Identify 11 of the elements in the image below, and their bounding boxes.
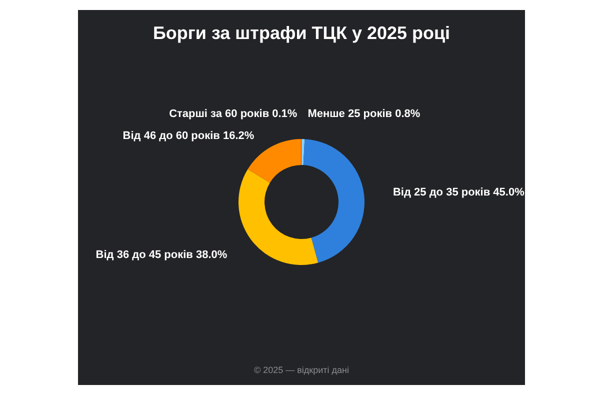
donut-slice [303,139,364,263]
donut-slice [302,139,305,166]
slice-label: Старші за 60 років 0.1% [169,108,298,120]
donut-slice [238,169,318,265]
slice-label: Менше 25 років 0.8% [308,108,420,120]
slice-label: Від 25 до 35 років 45.0% [392,186,525,198]
chart-title: Борги за штрафи ТЦК у 2025 році [152,23,450,43]
donut-slice [248,139,302,183]
slice-label: Від 46 до 60 років 16.2% [122,130,254,142]
text: © 2025 — відкриті дані [252,365,350,375]
slice-label: Від 36 до 45 років 38.0% [96,248,228,261]
